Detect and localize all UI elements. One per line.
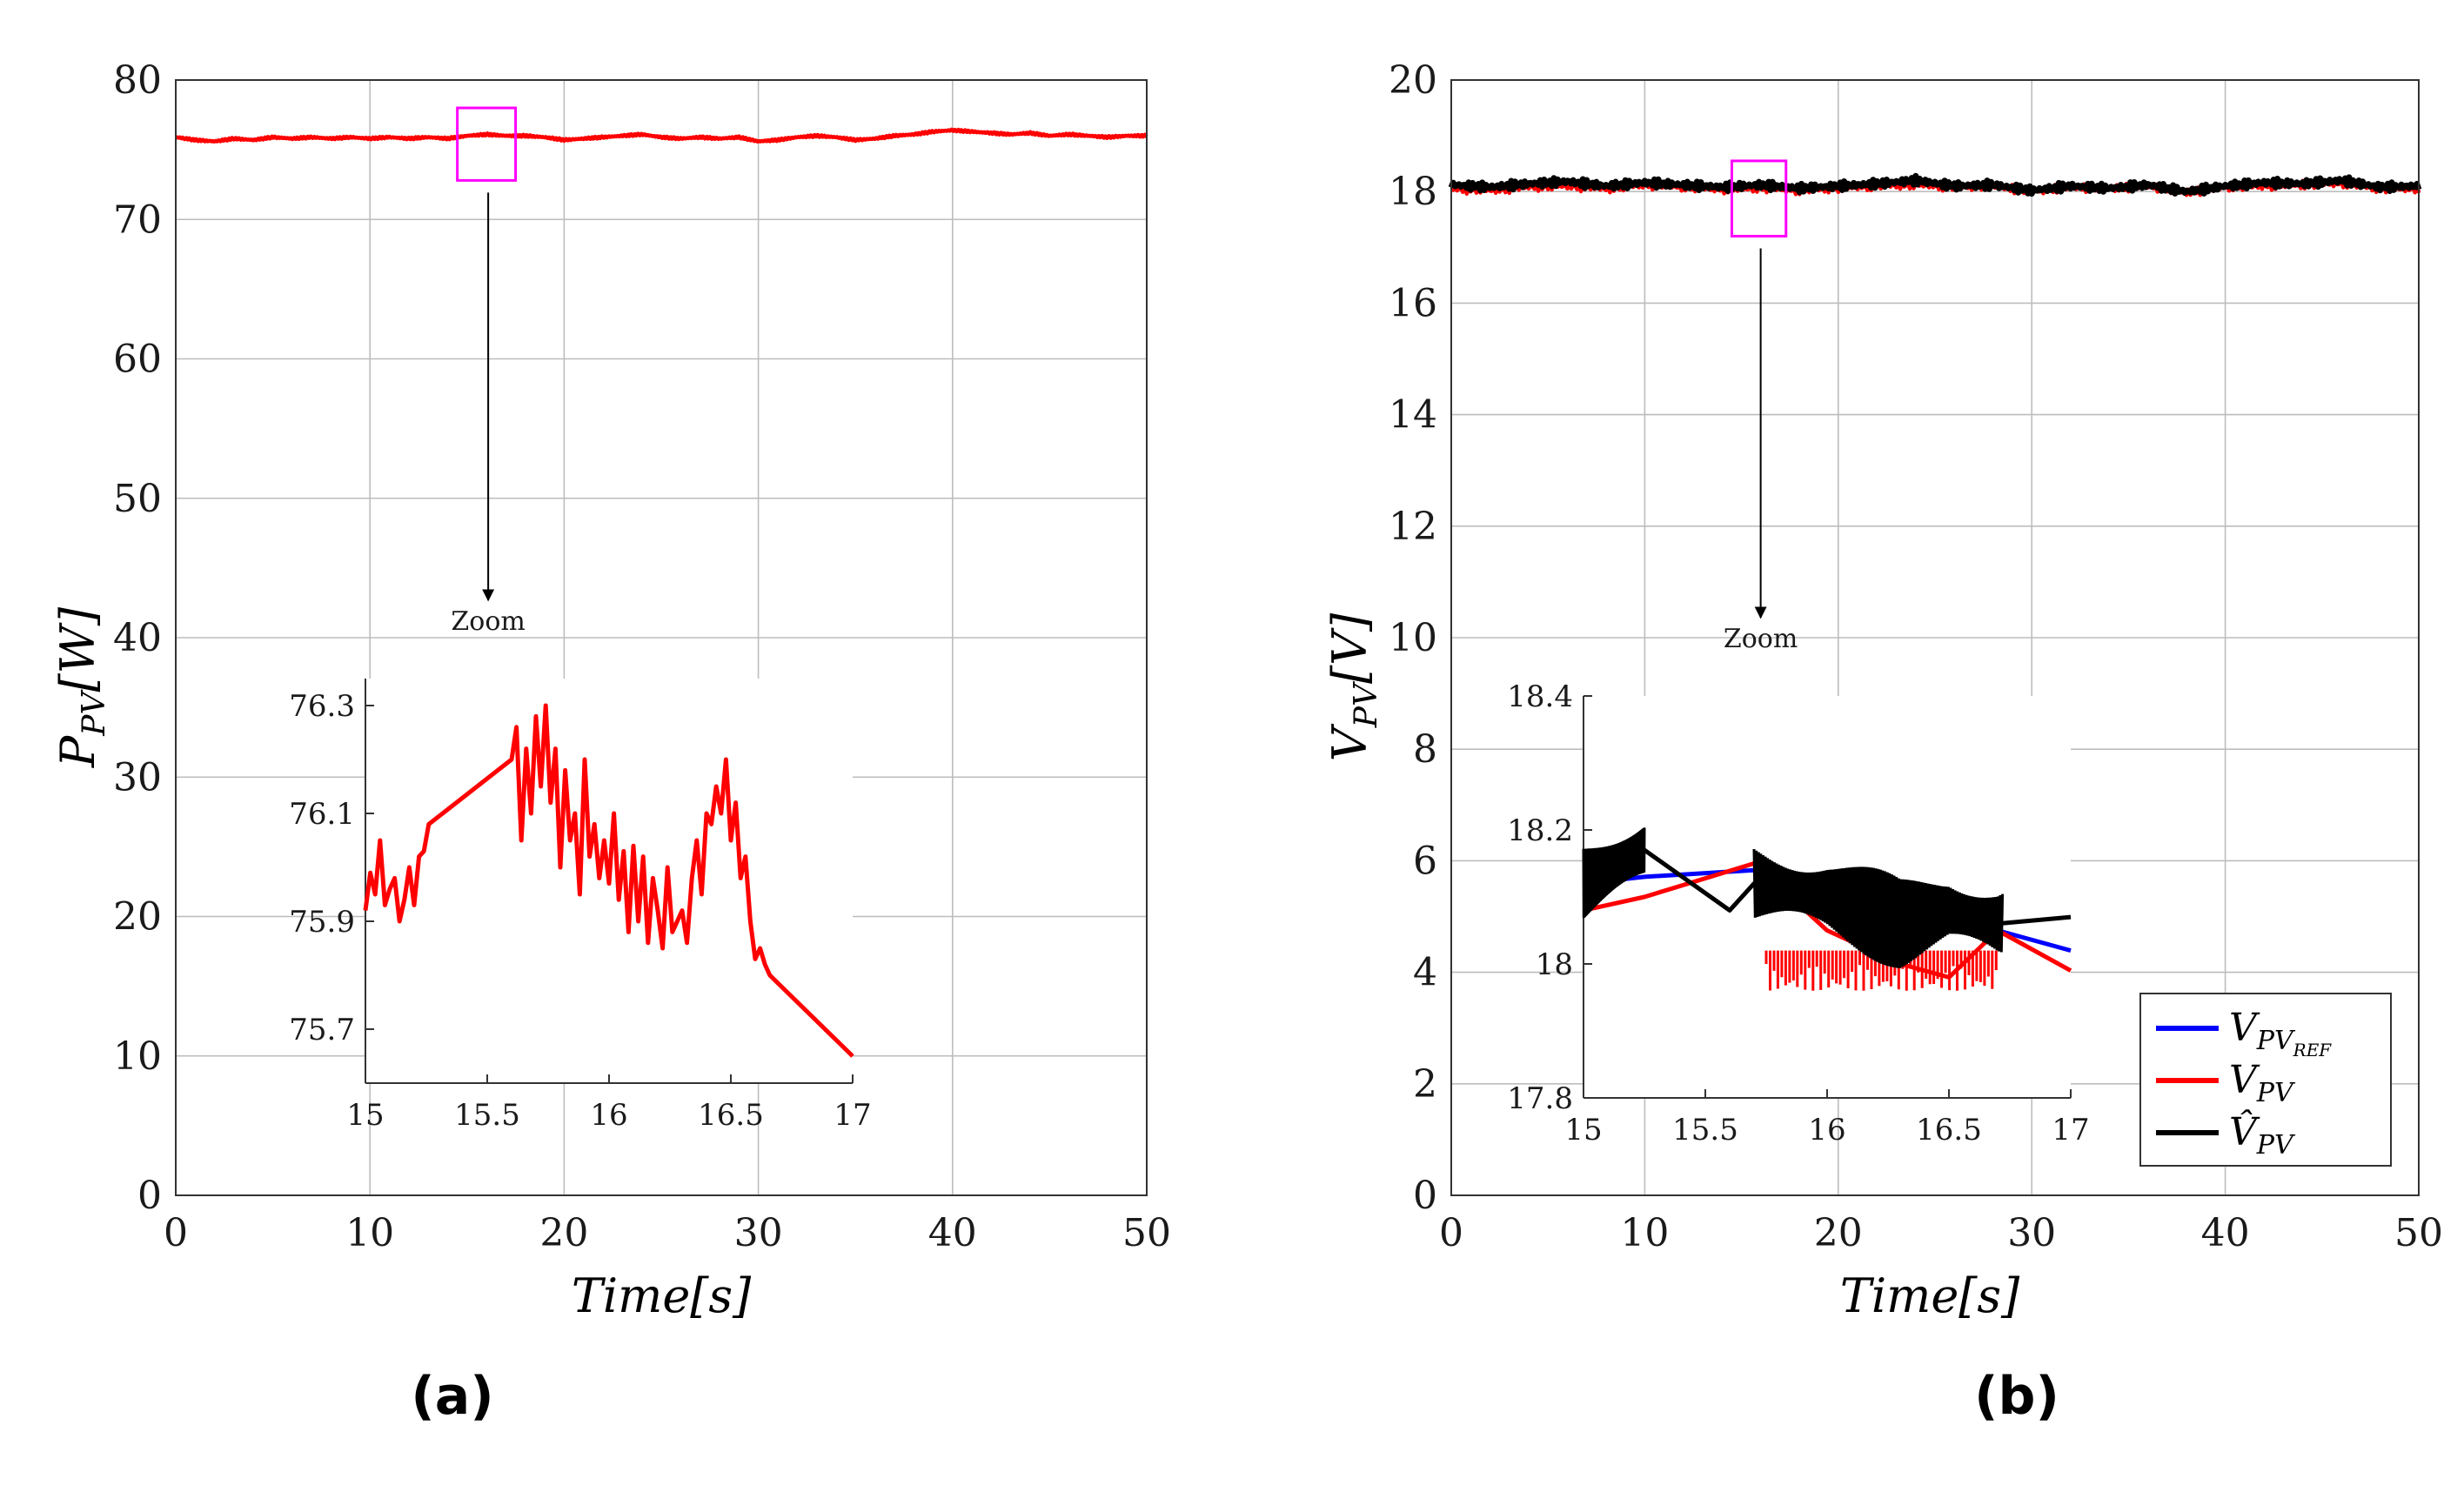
- panel-a-inset-y-tick-label: 76.1: [289, 797, 355, 832]
- panel-b-y-tick-label: 8: [1413, 727, 1437, 772]
- panel-a-zoom-box: [456, 106, 518, 182]
- panel-b-inset-x-tick-label: 16.5: [1916, 1113, 1982, 1147]
- panel-b-series-line: [1448, 172, 2422, 197]
- panel-b-x-tick-label: 30: [2007, 1211, 2056, 1255]
- panel-b-inset-y-tick-label: 18: [1536, 947, 1573, 982]
- panel-a-y-tick-label: 10: [113, 1034, 162, 1079]
- panel-a-zoom-label: Zoom: [451, 606, 525, 637]
- panel-a-label: (a): [411, 1366, 493, 1427]
- legend-entry-2: V̂PV: [2229, 1108, 2296, 1161]
- panel-b-y-tick-label: 14: [1389, 393, 1437, 438]
- panel-a-inset-series-line: [363, 703, 854, 1058]
- panel-a-inset-y-tick-label: 75.9: [289, 905, 355, 940]
- panel-b-inset-x-tick-label: 15: [1564, 1113, 1602, 1147]
- panel-b-y-tick-label: 12: [1389, 505, 1437, 549]
- panel-a-x-tick-label: 30: [734, 1211, 783, 1255]
- panel-a-y-tick-label: 40: [113, 616, 162, 660]
- panel-b-y-tick-label: 20: [1389, 58, 1437, 103]
- panel-a-inset-x-tick-label: 15.5: [454, 1098, 520, 1133]
- panel-b-inset: 15 15.5 16 16.5 17 17.8 18 18.2 18.4: [1507, 679, 2089, 1147]
- panel-b-inset-y-tick-label: 17.8: [1507, 1081, 1573, 1116]
- panel-b-y-tick-label: 0: [1413, 1174, 1437, 1218]
- panel-b-zoom-label: Zoom: [1724, 624, 1798, 654]
- panel-b-y-axis-label: VPV[V]: [1322, 612, 1384, 761]
- panel-b-inset-x-tick-label: 17: [2052, 1113, 2089, 1147]
- panel-b-inset-x-tick-label: 16: [1808, 1113, 1845, 1147]
- panel-a-x-tick-label: 40: [928, 1211, 977, 1255]
- panel-b-axes: 0 10 20 30 40 50 0 2 4 6 8 10 12 14 16 18 20: [1389, 58, 2443, 1255]
- panel-a-y-tick-label: 0: [137, 1174, 162, 1218]
- panel-a-y-tick-label: 30: [113, 755, 162, 800]
- panel-b-y-tick-label: 4: [1413, 951, 1437, 995]
- panel-a-y-tick-label: 70: [113, 197, 162, 242]
- panel-b-x-tick-label: 40: [2201, 1211, 2250, 1255]
- panel-b-x-tick-label: 20: [1814, 1211, 1863, 1255]
- panel-a-inset: 15 15.5 16 16.5 17 75.7 75.9 76.1 76.3: [289, 679, 872, 1133]
- panel-a-inset-x-tick-label: 15: [346, 1098, 384, 1133]
- panel-a-inset-y-tick-label: 75.7: [289, 1013, 355, 1047]
- panel-a-chart: 0 10 20 30 40 50 0 10 20 30 40 50 60 70 80 Zoom 15 15.5…: [50, 58, 1171, 1427]
- panel-a-y-tick-label: 50: [113, 477, 162, 521]
- panel-a-x-tick-label: 10: [345, 1211, 394, 1255]
- panel-b-y-tick-label: 10: [1389, 616, 1437, 660]
- panel-b-zoom-annotation: Zoom: [1724, 159, 1798, 654]
- panel-a-y-tick-label: 80: [113, 58, 162, 103]
- panel-a-y-tick-label: 60: [113, 338, 162, 382]
- panel-a-x-tick-label: 50: [1122, 1211, 1171, 1255]
- panel-a-series-line: [174, 127, 1148, 144]
- panel-a-x-axis-label: Time[s]: [572, 1268, 752, 1323]
- panel-b-inset-x-tick-label: 15.5: [1672, 1113, 1738, 1147]
- panel-b-y-tick-label: 18: [1389, 170, 1437, 214]
- panel-b-y-tick-label: 6: [1413, 839, 1437, 883]
- panel-a-inset-x-tick-label: 17: [834, 1098, 871, 1133]
- panel-b-x-tick-label: 0: [1439, 1211, 1463, 1255]
- panel-b-x-tick-label: 50: [2394, 1211, 2443, 1255]
- panel-a-axes: 0 10 20 30 40 50 0 10 20 30 40 50 60 70 80: [113, 58, 1171, 1255]
- panel-b-series: [1448, 172, 2422, 197]
- legend-entry-1: VPV: [2229, 1058, 2296, 1108]
- panel-a-axes-box: [175, 79, 1148, 1196]
- panel-a-zoom-annotation: Zoom: [451, 106, 526, 637]
- panel-a-inset-x-tick-label: 16.5: [698, 1098, 764, 1133]
- panel-b-x-tick-label: 10: [1620, 1211, 1669, 1255]
- panel-b-inset-y-tick-label: 18.4: [1507, 679, 1573, 714]
- panel-b-y-tick-label: 16: [1389, 281, 1437, 325]
- panel-a-y-axis-label: PPV[W]: [50, 606, 112, 768]
- panel-a-x-tick-label: 0: [164, 1211, 188, 1255]
- panel-b-label: (b): [1974, 1366, 2059, 1427]
- panel-a-x-tick-label: 20: [539, 1211, 588, 1255]
- panel-b-inset-estimate-oscillation: [1582, 827, 2005, 968]
- panel-a-y-tick-label: 20: [113, 895, 162, 940]
- panel-b-axes-box: [1450, 79, 2420, 1196]
- panel-b-x-axis-label: Time[s]: [1840, 1268, 2020, 1323]
- panel-b-inset-y-tick-label: 18.2: [1507, 813, 1573, 848]
- panel-b-y-tick-label: 2: [1413, 1062, 1437, 1107]
- panel-b-zoom-box: [1730, 159, 1788, 238]
- panel-a-series: [174, 127, 1148, 144]
- panel-a-inset-x-tick-label: 16: [590, 1098, 627, 1133]
- panel-a-inset-y-tick-label: 76.3: [289, 689, 355, 724]
- legend-entry-0: VPVREF: [2229, 1006, 2332, 1060]
- panel-b-chart: 0 10 20 30 40 50 0 2 4 6 8 10 12 14 16 18 20 Zoom 15 15.5…: [1322, 58, 2443, 1427]
